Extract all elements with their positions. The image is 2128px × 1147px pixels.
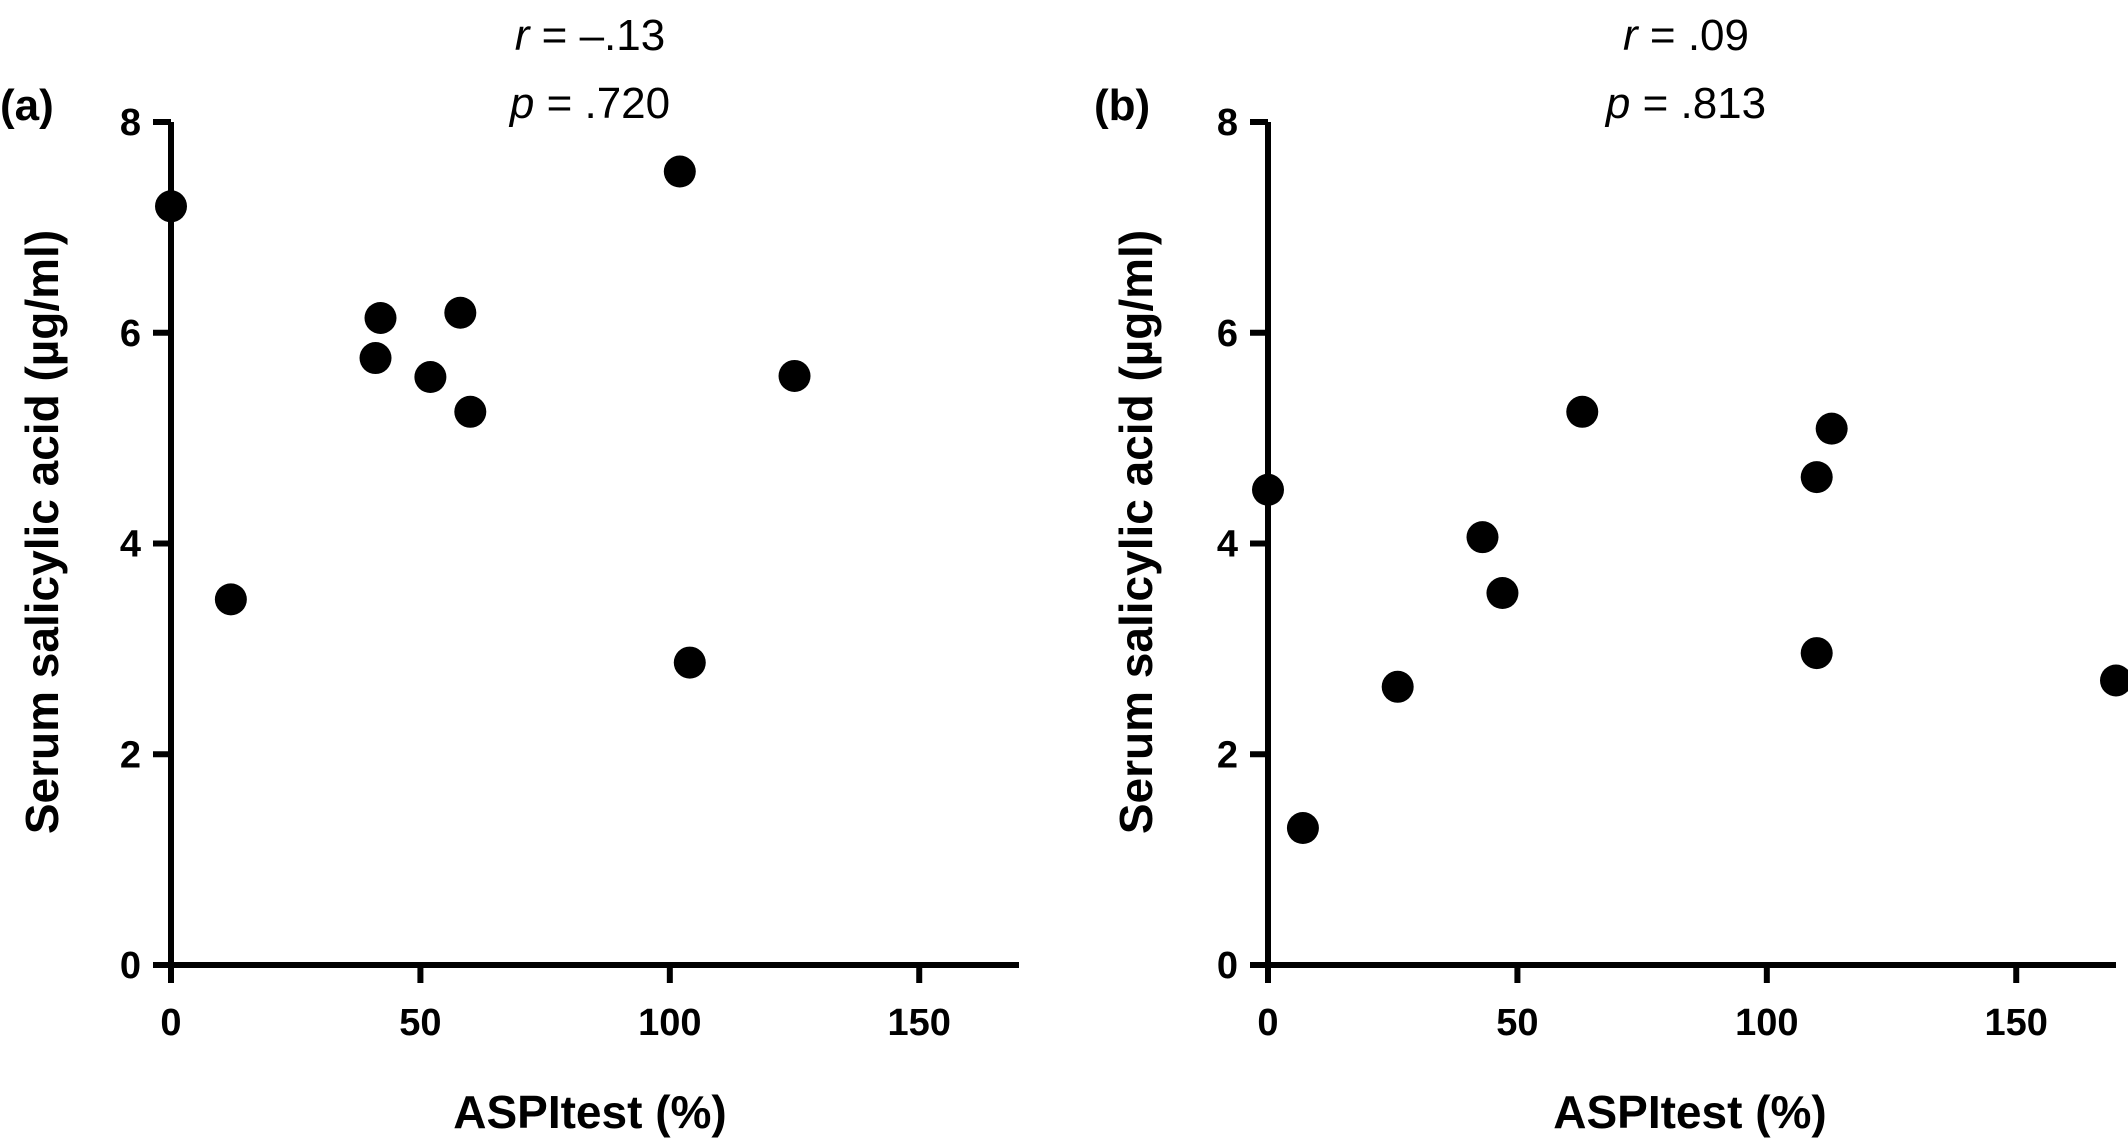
r-statistic: r = .09 [1623, 11, 1749, 60]
y-tick-label: 4 [120, 524, 141, 566]
r-symbol: r [1623, 11, 1640, 60]
data-point [1252, 473, 1284, 506]
y-tick-label: 4 [1217, 524, 1238, 566]
data-point [1486, 577, 1519, 610]
data-point [1566, 395, 1599, 428]
data-point [1800, 637, 1833, 670]
x-tick-label: 0 [1257, 1002, 1278, 1044]
data-point [359, 342, 392, 375]
data-points [1252, 395, 2128, 845]
r-statistic: r = –.13 [515, 11, 665, 60]
data-point [414, 361, 447, 394]
x-tick-label: 50 [1496, 1002, 1538, 1044]
x-tick-label: 0 [160, 1002, 181, 1044]
y-tick-label: 0 [1217, 945, 1238, 987]
x-tick-label: 150 [1985, 1002, 2048, 1044]
p-value: = .720 [534, 79, 670, 128]
panel-b: (b) r = .09 p = .813 ASPItest (%) Serum … [1094, 11, 2128, 1138]
p-value: = .813 [1630, 79, 1766, 128]
data-point [1466, 521, 1499, 554]
data-point [1381, 670, 1414, 703]
x-axis-title: ASPItest (%) [453, 1086, 726, 1138]
x-tick-label: 50 [399, 1002, 441, 1044]
p-symbol: p [508, 79, 534, 128]
data-point [778, 359, 811, 392]
tick-group: 0 50 100 150 0 2 4 6 8 [120, 102, 951, 1044]
axes [1265, 122, 2116, 968]
y-tick-label: 8 [120, 102, 141, 144]
data-point [444, 296, 477, 329]
data-points [155, 155, 811, 679]
y-tick-label: 6 [1217, 313, 1238, 355]
x-tick-label: 100 [1735, 1002, 1798, 1044]
axes [168, 122, 1019, 968]
data-point [454, 395, 487, 428]
y-tick-label: 8 [1217, 102, 1238, 144]
y-axis-title: Serum salicylic acid (µg/ml) [1110, 230, 1162, 834]
y-tick-label: 2 [120, 734, 141, 776]
panel-a: (a) r = –.13 p = .720 ASPItest (%) Serum… [0, 11, 1019, 1138]
p-statistic: p = .720 [508, 79, 670, 128]
tick-group: 0 50 100 150 0 2 4 6 8 [1217, 102, 2048, 1044]
y-axis-title: Serum salicylic acid (µg/ml) [16, 230, 68, 834]
x-tick-label: 150 [888, 1002, 951, 1044]
data-point [155, 190, 187, 223]
y-tick-label: 0 [120, 945, 141, 987]
panel-label: (a) [0, 81, 54, 130]
data-point [214, 583, 247, 616]
r-value: = .09 [1638, 11, 1749, 60]
data-point [1815, 412, 1848, 445]
p-symbol: p [1604, 79, 1630, 128]
r-value: = –.13 [529, 11, 665, 60]
y-tick-label: 6 [120, 313, 141, 355]
data-point [673, 646, 706, 679]
data-point [663, 155, 696, 188]
r-symbol: r [515, 11, 532, 60]
panel-label: (b) [1094, 81, 1150, 130]
p-statistic: p = .813 [1604, 79, 1766, 128]
x-axis-title: ASPItest (%) [1553, 1086, 1826, 1138]
data-point [1800, 461, 1833, 494]
data-point [2100, 664, 2128, 697]
data-point [364, 301, 397, 334]
x-tick-label: 100 [638, 1002, 701, 1044]
data-point [1286, 812, 1319, 845]
y-tick-label: 2 [1217, 734, 1238, 776]
